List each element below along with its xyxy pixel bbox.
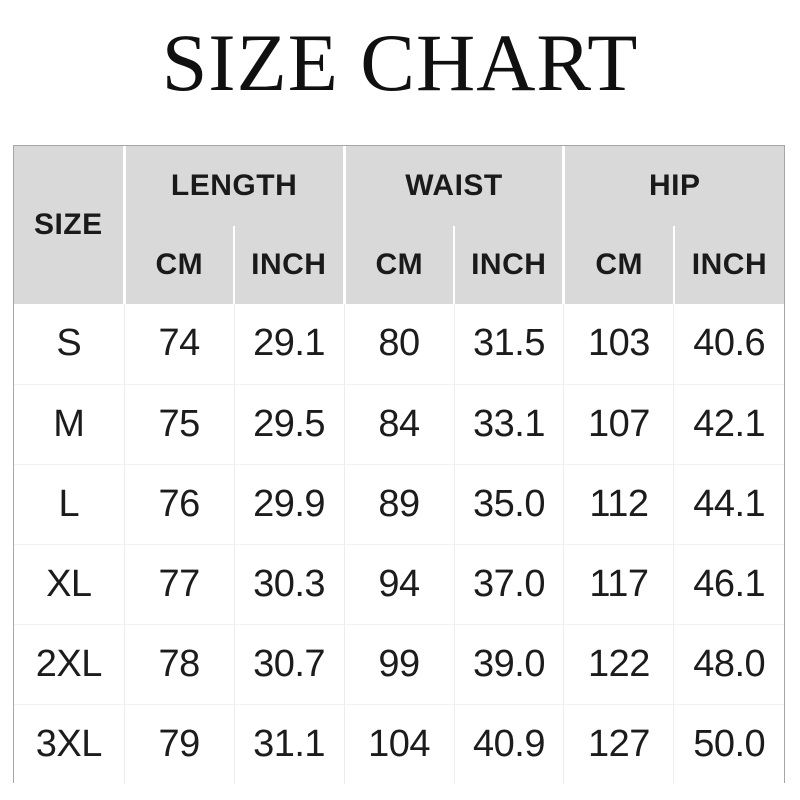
table-cell: 75	[123, 383, 235, 464]
table-header: SIZE LENGTH WAIST HIP CM INCH CM INCH CM…	[14, 146, 784, 304]
column-header-waist-cm: CM	[342, 226, 455, 304]
table-cell: 29.9	[233, 463, 345, 544]
column-header-length-cm: CM	[122, 226, 235, 304]
table-cell: 74	[123, 304, 235, 384]
table-cell: 103	[563, 304, 674, 384]
table-cell: 42.1	[673, 383, 784, 464]
table-cell: 31.5	[453, 304, 564, 384]
size-chart-table: SIZE LENGTH WAIST HIP CM INCH CM INCH CM…	[13, 145, 785, 784]
table-cell: 40.9	[453, 703, 564, 784]
table-cell: 48.0	[673, 623, 784, 704]
table-cell: 104	[343, 703, 455, 784]
table-cell: 29.1	[233, 304, 345, 384]
table-cell: 39.0	[453, 623, 564, 704]
table-cell: 46.1	[673, 543, 784, 624]
table-cell: 84	[343, 383, 455, 464]
row-label-size: L	[14, 463, 125, 544]
table-cell: 78	[123, 623, 235, 704]
table-cell: 77	[123, 543, 235, 624]
table-row-s: S 74 29.1 80 31.5 103 40.6	[14, 304, 784, 384]
column-header-size: SIZE	[14, 146, 125, 304]
table-cell: 99	[343, 623, 455, 704]
table-cell: 37.0	[453, 543, 564, 624]
table-cell: 80	[343, 304, 455, 384]
column-header-hip-inch: INCH	[672, 226, 784, 304]
header-unit-row: CM INCH CM INCH CM INCH	[14, 226, 784, 304]
table-cell: 30.3	[233, 543, 345, 624]
table-cell: 117	[563, 543, 674, 624]
table-cell: 40.6	[673, 304, 784, 384]
table-cell: 29.5	[233, 383, 345, 464]
header-group-row: SIZE LENGTH WAIST HIP	[14, 146, 784, 304]
row-label-size: 3XL	[14, 703, 125, 784]
column-header-hip-cm: CM	[562, 226, 674, 304]
table-row-2xl: 2XL 78 30.7 99 39.0 122 48.0	[14, 623, 784, 704]
table-cell: 31.1	[233, 703, 345, 784]
table-row-xl: XL 77 30.3 94 37.0 117 46.1	[14, 543, 784, 624]
table-cell: 35.0	[453, 463, 564, 544]
table-cell: 30.7	[233, 623, 345, 704]
table-cell: 122	[563, 623, 674, 704]
row-label-size: S	[14, 304, 125, 384]
table-cell: 50.0	[673, 703, 784, 784]
table-row-l: L 76 29.9 89 35.0 112 44.1	[14, 463, 784, 544]
page-title: SIZE CHART	[161, 17, 639, 108]
column-header-length-inch: INCH	[233, 226, 345, 304]
table-cell: 89	[343, 463, 455, 544]
row-label-size: 2XL	[14, 623, 125, 704]
table-cell: 94	[343, 543, 455, 624]
table-cell: 33.1	[453, 383, 564, 464]
table-cell: 76	[123, 463, 235, 544]
table-row-m: M 75 29.5 84 33.1 107 42.1	[14, 383, 784, 464]
column-header-waist-inch: INCH	[453, 226, 564, 304]
row-label-size: XL	[14, 543, 125, 624]
size-table: SIZE LENGTH WAIST HIP CM INCH CM INCH CM…	[14, 146, 784, 784]
row-label-size: M	[14, 383, 125, 464]
column-group-length: LENGTH	[122, 146, 345, 226]
table-cell: 107	[563, 383, 674, 464]
table-cell: 79	[123, 703, 235, 784]
column-group-waist: WAIST	[342, 146, 564, 226]
table-body: S 74 29.1 80 31.5 103 40.6 M 75 29.5 84 …	[14, 304, 784, 784]
table-cell: 127	[563, 703, 674, 784]
table-cell: 44.1	[673, 463, 784, 544]
table-cell: 112	[563, 463, 674, 544]
table-row-3xl: 3XL 79 31.1 104 40.9 127 50.0	[14, 703, 784, 784]
column-group-hip: HIP	[562, 146, 784, 226]
